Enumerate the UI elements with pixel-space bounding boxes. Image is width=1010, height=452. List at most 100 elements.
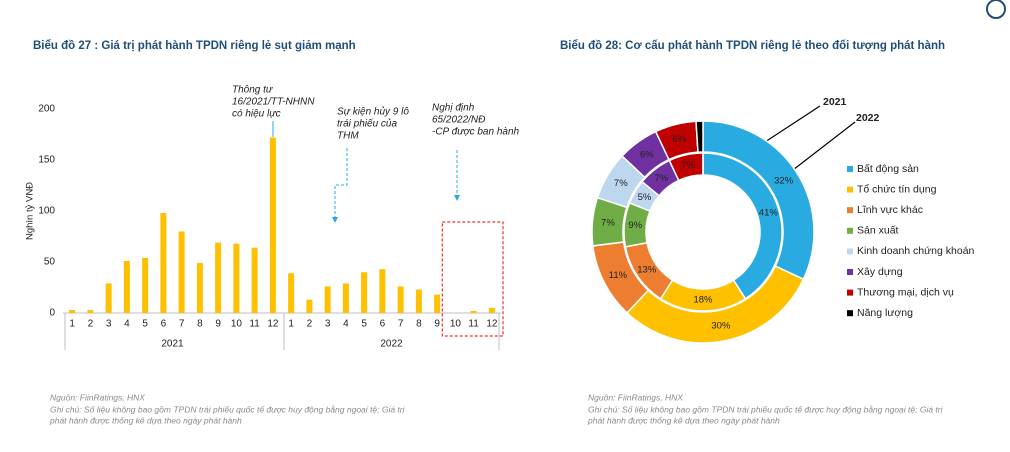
- annotation: 16/2021/TT-NHNN: [232, 97, 315, 108]
- legend-label: Năng lượng: [857, 307, 913, 319]
- group-label: 2021: [161, 339, 184, 350]
- data-label: 13%: [637, 265, 657, 276]
- legend-label: Kinh doanh chứng khoán: [857, 245, 975, 257]
- data-label: 32%: [774, 175, 794, 186]
- x-tick-label: 4: [124, 319, 130, 330]
- annotation: Thông tư: [232, 85, 273, 96]
- annotation: -CP được ban hành: [432, 127, 519, 138]
- annotation: có hiệu lực: [232, 109, 281, 120]
- chart-title: Biểu đồ 28: Cơ cấu phát hành TPDN riêng …: [560, 40, 945, 52]
- annotation-arrow: [332, 148, 348, 223]
- note: phát hành được thống kê dựa theo ngày ph…: [49, 415, 242, 425]
- x-tick-label: 7: [398, 319, 404, 330]
- bar: [123, 260, 130, 313]
- x-tick-label: 1: [69, 319, 75, 330]
- bar: [215, 242, 222, 313]
- data-label: 9%: [628, 220, 642, 231]
- x-tick-label: 12: [486, 319, 498, 330]
- bar: [306, 299, 313, 313]
- x-tick-label: 3: [325, 319, 331, 330]
- data-label: 7%: [601, 218, 615, 229]
- x-tick-label: 11: [468, 319, 479, 330]
- data-label: 6%: [672, 134, 686, 145]
- donut-slice: [695, 120, 704, 153]
- bar: [142, 257, 149, 313]
- data-label: 7%: [614, 178, 628, 189]
- data-label: 11%: [609, 270, 628, 281]
- data-label: 30%: [711, 320, 731, 331]
- bar: [160, 213, 167, 313]
- x-tick-label: 3: [106, 319, 112, 330]
- highlight-box: [441, 221, 504, 337]
- x-tick-label: 10: [231, 319, 243, 330]
- ring-label: 2022: [856, 112, 880, 124]
- x-tick-label: 7: [179, 319, 185, 330]
- source: Nguồn: FiinRatings, HNX: [50, 392, 145, 402]
- chart-title: Biểu đồ 27 : Giá trị phát hành TPDN riên…: [33, 40, 356, 52]
- bar: [361, 272, 368, 313]
- legend-label: Sản xuất: [857, 225, 899, 237]
- bar: [488, 307, 495, 313]
- legend-swatch: [847, 289, 853, 296]
- bar: [415, 289, 422, 313]
- note: phát hành được thống kê dựa theo ngày ph…: [587, 415, 780, 425]
- y-tick-label: 200: [38, 104, 55, 115]
- bar: [178, 231, 185, 313]
- x-tick-label: 2: [307, 319, 313, 330]
- x-tick-label: 9: [434, 319, 440, 330]
- legend-swatch: [847, 248, 853, 255]
- legend-swatch: [847, 227, 853, 234]
- bar: [288, 273, 295, 313]
- data-label: 5%: [638, 192, 652, 203]
- legend-label: Tổ chức tín dụng: [857, 183, 937, 195]
- bar: [324, 286, 331, 313]
- x-tick-label: 1: [288, 319, 294, 330]
- y-tick-label: 100: [38, 206, 55, 217]
- legend-swatch: [847, 269, 853, 275]
- annotation: Sự kiện hủy 9 lô: [337, 106, 409, 118]
- x-tick-label: 8: [416, 319, 422, 330]
- annotation: THM: [337, 131, 359, 142]
- bar: [397, 286, 404, 313]
- annotation: trái phiếu của: [337, 118, 397, 130]
- x-tick-label: 12: [267, 319, 279, 330]
- data-label: 7%: [654, 173, 668, 184]
- annotation: Nghị định: [432, 103, 475, 114]
- legend-label: Thương mại, dịch vụ: [857, 286, 954, 298]
- note: Ghi chú: Số liệu không bao gồm TPDN trái…: [50, 404, 406, 414]
- x-tick-label: 5: [142, 319, 148, 330]
- legend-label: Xây dựng: [857, 266, 903, 278]
- bar: [470, 310, 477, 313]
- legend-swatch: [847, 310, 853, 317]
- bar: [251, 247, 258, 313]
- y-axis-label: Nghìn tỷ VNĐ: [25, 182, 36, 240]
- bar: [105, 283, 112, 313]
- ring-label: 2021: [823, 96, 847, 108]
- legend-label: Lĩnh vực khác: [857, 204, 923, 216]
- y-tick-label: 50: [44, 257, 56, 268]
- bar: [342, 283, 349, 313]
- bar: [87, 309, 94, 313]
- bar: [69, 309, 76, 313]
- x-tick-label: 6: [380, 319, 386, 330]
- bar: [434, 294, 441, 313]
- x-tick-label: 9: [215, 319, 221, 330]
- logo: [986, 0, 1006, 19]
- bar: [233, 243, 240, 313]
- bar: [269, 137, 276, 313]
- x-tick-label: 11: [249, 319, 260, 330]
- legend-swatch: [847, 186, 853, 193]
- group-label: 2022: [380, 339, 403, 350]
- x-tick-label: 6: [161, 319, 167, 330]
- y-tick-label: 0: [49, 308, 55, 319]
- bar: [379, 269, 386, 313]
- data-label: 7%: [681, 160, 695, 171]
- y-tick-label: 150: [38, 155, 55, 166]
- source: Nguồn: FiinRatings, HNX: [588, 392, 683, 402]
- data-label: 6%: [640, 149, 654, 160]
- x-tick-label: 10: [450, 319, 462, 330]
- x-tick-label: 8: [197, 319, 203, 330]
- x-tick-label: 2: [88, 319, 94, 330]
- legend-swatch: [847, 166, 853, 172]
